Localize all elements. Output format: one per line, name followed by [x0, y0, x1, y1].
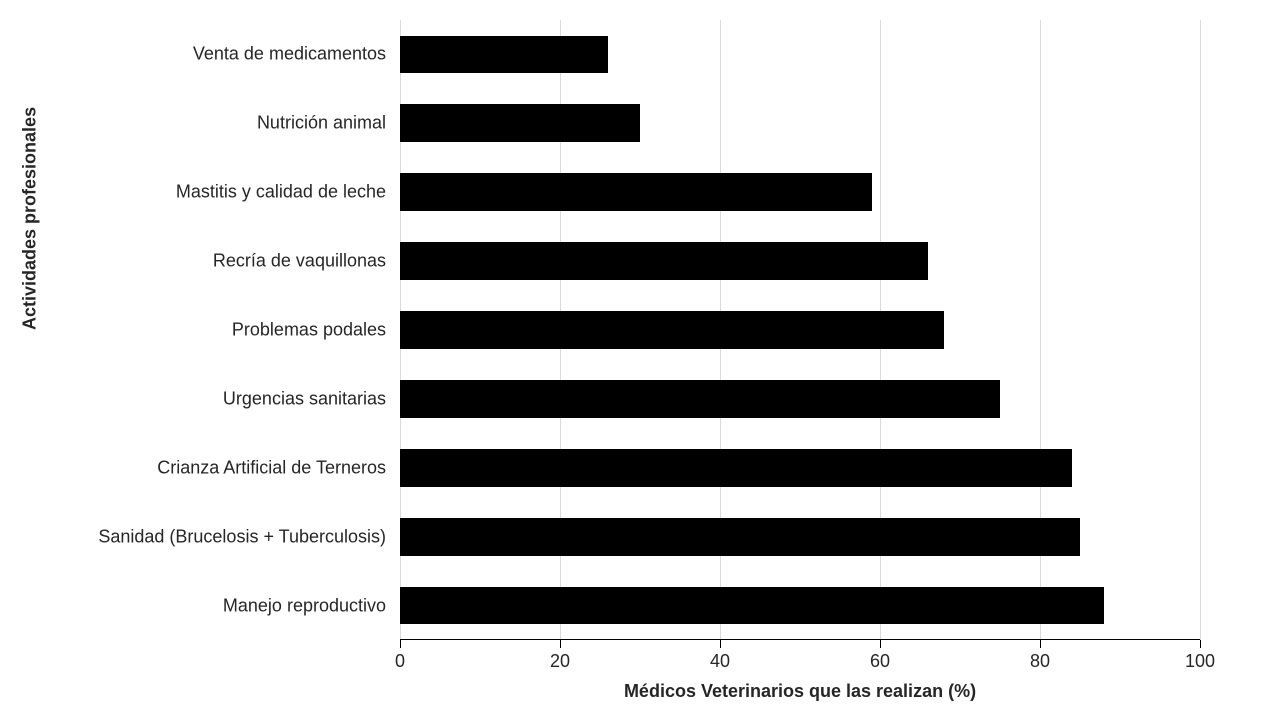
category-label: Mastitis y calidad de leche — [176, 182, 400, 203]
chart-container: Actividades profesionales 020406080100 V… — [0, 0, 1280, 720]
category-label: Recría de vaquillonas — [213, 251, 400, 272]
x-tick-label: 80 — [1030, 651, 1050, 672]
x-tick — [880, 640, 881, 648]
plot-area: 020406080100 Venta de medicamentosNutric… — [400, 20, 1200, 640]
x-tick — [720, 640, 721, 648]
x-tick-label: 40 — [710, 651, 730, 672]
category-label: Crianza Artificial de Terneros — [157, 457, 400, 478]
bar — [400, 380, 1000, 418]
y-axis-title: Actividades profesionales — [20, 107, 41, 330]
category-label: Problemas podales — [232, 319, 400, 340]
x-axis-title: Médicos Veterinarios que las realizan (%… — [624, 681, 976, 702]
category-label: Manejo reproductivo — [223, 595, 400, 616]
x-tick — [560, 640, 561, 648]
bar — [400, 587, 1104, 625]
category-label: Urgencias sanitarias — [223, 388, 400, 409]
bar — [400, 311, 944, 349]
category-label: Sanidad (Brucelosis + Tuberculosis) — [98, 526, 400, 547]
x-tick-label: 60 — [870, 651, 890, 672]
category-label: Nutrición animal — [257, 113, 400, 134]
bar — [400, 242, 928, 280]
x-tick-label: 100 — [1185, 651, 1215, 672]
bar — [400, 173, 872, 211]
x-tick — [1040, 640, 1041, 648]
x-tick-label: 0 — [395, 651, 405, 672]
bar — [400, 518, 1080, 556]
category-label: Venta de medicamentos — [193, 44, 400, 65]
x-tick-label: 20 — [550, 651, 570, 672]
bar — [400, 449, 1072, 487]
gridline — [1200, 20, 1201, 640]
x-tick — [1200, 640, 1201, 648]
x-tick — [400, 640, 401, 648]
bar — [400, 36, 608, 74]
x-axis-line — [400, 639, 1200, 640]
bar — [400, 104, 640, 142]
